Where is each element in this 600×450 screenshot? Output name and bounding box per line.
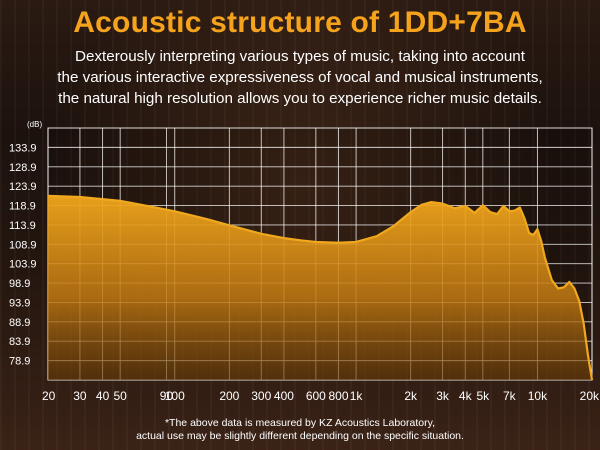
y-unit-label: (dB)	[27, 120, 42, 129]
x-tick-label: 3k	[436, 389, 450, 403]
y-tick-label: 123.9	[9, 181, 37, 193]
x-tick-label: 10k	[528, 389, 548, 403]
response-area	[47, 194, 594, 381]
x-tick-label: 600	[306, 389, 326, 403]
x-tick-label: 20k	[580, 389, 600, 403]
x-tick-label: 400	[274, 389, 294, 403]
y-tick-label: 103.9	[9, 259, 37, 271]
x-tick-label: 40	[96, 389, 110, 403]
description-line-3: the natural high resolution allows you t…	[58, 90, 542, 107]
x-tick-label: 30	[73, 389, 87, 403]
footnote-line-2: actual use may be slightly different dep…	[136, 430, 464, 442]
y-tick-label: 88.9	[9, 317, 30, 329]
x-tick-label: 4k	[459, 389, 473, 403]
y-tick-label: 133.9	[9, 142, 37, 154]
footnote-line-1: *The above data is measured by KZ Acoust…	[164, 417, 436, 429]
y-tick-label: 128.9	[9, 162, 37, 174]
response-fill	[48, 195, 592, 380]
x-tick-label: 300	[251, 389, 271, 403]
y-tick-label: 78.9	[9, 356, 30, 368]
description-line-1: Dexterously interpreting various types o…	[75, 48, 525, 65]
y-tick-label: 108.9	[9, 239, 37, 251]
x-tick-label: 90	[160, 389, 174, 403]
y-tick-label: 118.9	[9, 201, 36, 213]
x-tick-label: 20	[42, 389, 56, 403]
x-tick-label: 200	[219, 389, 239, 403]
y-tick-label: 93.9	[9, 297, 30, 309]
y-tick-label: 98.9	[9, 278, 30, 290]
x-tick-label: 5k	[476, 389, 490, 403]
y-axis: 133.9 128.9 123.9 118.9 113.9 108.9 103.9 98.9 9…	[9, 142, 37, 367]
description-line-2: the various interactive expressiveness o…	[57, 69, 543, 86]
x-tick-label: 50	[113, 389, 127, 403]
x-tick-label: 100	[165, 389, 185, 403]
response-curve	[47, 194, 594, 381]
x-tick-label: 2k	[404, 389, 418, 403]
y-tick-label: 83.9	[9, 336, 30, 348]
y-tick-label: 113.9	[9, 220, 36, 232]
chart-title: Acoustic structure of 1DD+7BA	[73, 6, 527, 39]
x-tick-label: 7k	[503, 389, 517, 403]
x-tick-label: 800	[328, 389, 348, 403]
x-tick-label: 1k	[350, 389, 364, 403]
